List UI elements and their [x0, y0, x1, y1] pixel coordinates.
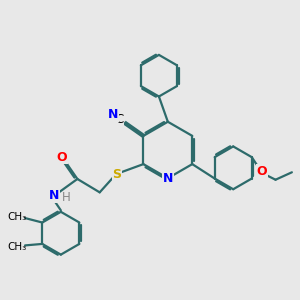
Text: O: O	[56, 151, 67, 164]
Text: O: O	[256, 165, 267, 178]
Text: S: S	[112, 168, 121, 181]
Text: N: N	[49, 189, 60, 203]
Text: H: H	[62, 191, 71, 204]
Text: N: N	[163, 172, 173, 185]
Text: CH₃: CH₃	[7, 212, 26, 222]
Text: C: C	[116, 113, 124, 126]
Text: N: N	[108, 108, 118, 122]
Text: CH₃: CH₃	[7, 242, 26, 252]
